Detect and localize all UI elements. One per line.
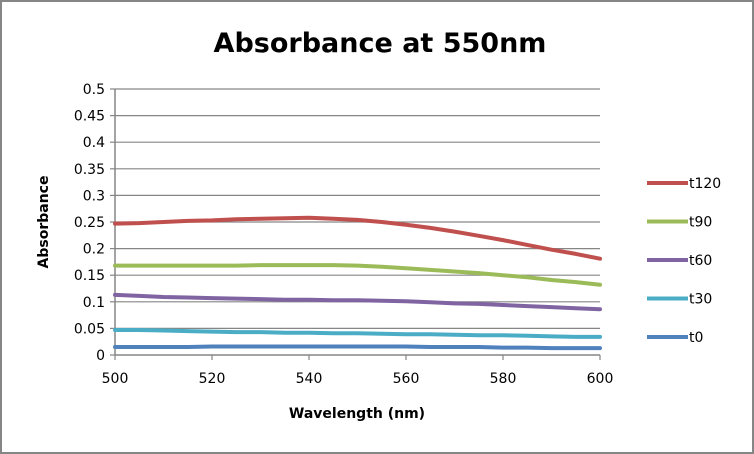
- x-axis-label: Wavelength (nm): [289, 406, 425, 422]
- legend-label: t120: [689, 176, 721, 192]
- y-axis-label: Absorbance: [36, 176, 52, 269]
- chart-title: Absorbance at 550nm: [214, 28, 547, 59]
- series-line-t120: [113, 215, 602, 261]
- x-tick-label: 520: [199, 371, 226, 387]
- y-tick-label: 0.1: [83, 295, 105, 311]
- gridlines: [115, 88, 600, 329]
- legend-label: t0: [689, 330, 703, 346]
- y-tick-label: 0.3: [83, 188, 105, 204]
- y-tick-label: 0.15: [74, 268, 105, 284]
- x-tick-label: 500: [102, 371, 129, 387]
- y-tick-label: 0: [96, 348, 105, 364]
- series-line-t30: [113, 328, 602, 339]
- y-tick-label: 0.2: [83, 242, 105, 258]
- x-tick-label: 560: [393, 371, 420, 387]
- series-line-t90: [113, 263, 602, 287]
- x-axis-ticks: 500 520 540 560 580 600: [102, 355, 614, 387]
- series-line-t60: [113, 292, 602, 312]
- y-tick-label: 0.45: [74, 109, 105, 125]
- y-tick-label: 0.4: [83, 135, 105, 151]
- series-lines: [113, 215, 602, 351]
- x-tick-label: 600: [587, 371, 614, 387]
- y-tick-label: 0.25: [74, 215, 105, 231]
- legend: t120 t90 t60 t30 t0: [647, 176, 721, 346]
- legend-label: t90: [689, 215, 712, 231]
- y-tick-label: 0.5: [83, 82, 105, 98]
- y-tick-label: 0.35: [74, 162, 105, 178]
- legend-label: t60: [689, 253, 712, 269]
- x-tick-label: 540: [296, 371, 323, 387]
- x-tick-label: 580: [490, 371, 517, 387]
- y-tick-label: 0.05: [74, 321, 105, 337]
- legend-label: t30: [689, 292, 712, 308]
- series-line-t0: [113, 344, 602, 351]
- y-axis-ticks: 0 0.05 0.1 0.15 0.2 0.25 0.3 0.35 0.4 0.45 0.5: [74, 82, 115, 364]
